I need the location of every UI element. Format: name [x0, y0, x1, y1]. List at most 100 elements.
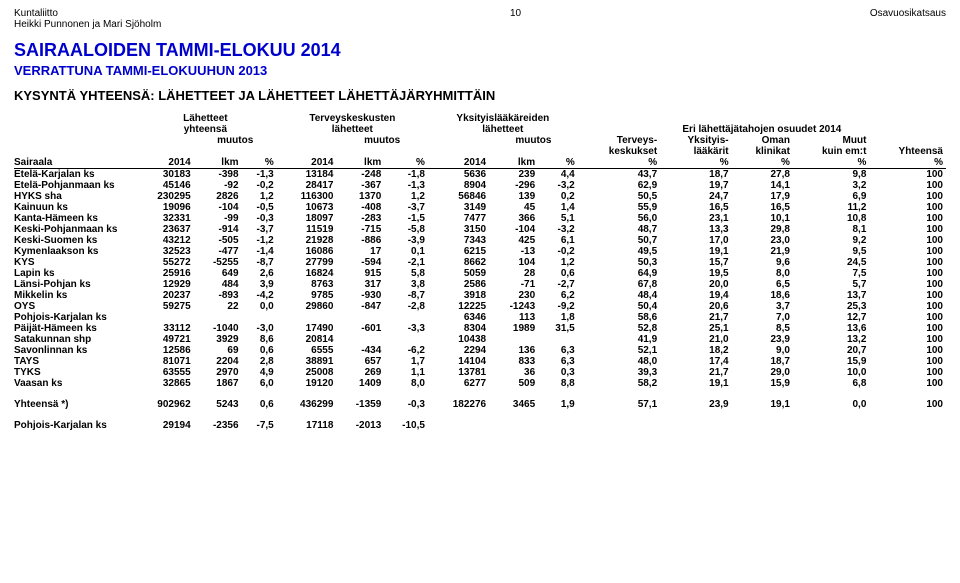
authors: Heikki Punnonen ja Mari Sjöholm [14, 19, 161, 30]
cell: 63555 [134, 367, 194, 378]
cell: -893 [194, 290, 242, 301]
cell: -248 [336, 169, 384, 181]
h-pct-f: % [732, 157, 793, 169]
cell: 57,1 [578, 399, 660, 410]
cell: 27799 [277, 257, 337, 268]
cell: 29,0 [732, 367, 793, 378]
cell: 9,8 [793, 169, 869, 181]
h-laakarit: lääkärit [660, 146, 731, 157]
cell: 5059 [428, 268, 489, 279]
cell: 100 [869, 246, 946, 257]
cell: -2013 [336, 420, 384, 431]
table-row: HYKS sha23029528261,211630013701,2568461… [14, 191, 946, 202]
cell: 509 [489, 378, 538, 389]
row-name: Keski-Pohjanmaan ks [14, 224, 134, 235]
row-name: Pohjois-Karjalan ks [14, 312, 134, 323]
cell: -104 [489, 224, 538, 235]
row-name: KYS [14, 257, 134, 268]
cell: 6,2 [538, 290, 578, 301]
cell: 3,8 [384, 279, 428, 290]
cell: 19,4 [660, 290, 731, 301]
cell: -3,9 [384, 235, 428, 246]
h-2014-a: 2014 [134, 157, 194, 169]
cell: -477 [194, 246, 242, 257]
row-name: Savonlinnan ks [14, 345, 134, 356]
cell: 19096 [134, 202, 194, 213]
row-name: Keski-Suomen ks [14, 235, 134, 246]
cell: 23637 [134, 224, 194, 235]
row-name: Pohjois-Karjalan ks [14, 420, 134, 431]
cell: 100 [869, 378, 946, 389]
table-row: Satakunnan shp4972139298,6208141043841,9… [14, 334, 946, 345]
h-pct-c: % [538, 157, 578, 169]
cell: -1,8 [384, 169, 428, 181]
cell: 45146 [134, 180, 194, 191]
cell: -3,7 [242, 224, 277, 235]
cell: -4,2 [242, 290, 277, 301]
cell: 55,9 [578, 202, 660, 213]
cell: -3,2 [538, 180, 578, 191]
cell: 12225 [428, 301, 489, 312]
cell: -408 [336, 202, 384, 213]
muutos-2: muutos [336, 135, 428, 146]
cell: 657 [336, 356, 384, 367]
row-name: HYKS sha [14, 191, 134, 202]
cell: 0,6 [242, 345, 277, 356]
cell: 17490 [277, 323, 337, 334]
cell: 13781 [428, 367, 489, 378]
cell: 100 [869, 312, 946, 323]
cell: 52,8 [578, 323, 660, 334]
table-row: Pohjois-Karjalan ks63461131,858,621,77,0… [14, 312, 946, 323]
cell: -3,7 [384, 202, 428, 213]
table-row: Kainuun ks19096-104-0,510673-408-3,73149… [14, 202, 946, 213]
col-group-tk: Terveyskeskustenlähetteet [277, 113, 428, 135]
cell: 4,9 [242, 367, 277, 378]
cell: 3465 [489, 399, 538, 410]
cell: 317 [336, 279, 384, 290]
cell: 23,9 [660, 399, 731, 410]
cell: 25,3 [793, 301, 869, 312]
h-keskukset: keskukset [578, 146, 660, 157]
h-kuinemt: kuin em:t [793, 146, 869, 157]
cell: 3,9 [242, 279, 277, 290]
cell: -1359 [336, 399, 384, 410]
h-yhteensa: Yhteensä [869, 146, 946, 157]
cell: -5,8 [384, 224, 428, 235]
cell: 833 [489, 356, 538, 367]
cell: -2356 [194, 420, 242, 431]
cell: -2,7 [538, 279, 578, 290]
cell: 8904 [428, 180, 489, 191]
cell: -434 [336, 345, 384, 356]
cell: 100 [869, 169, 946, 181]
cell: -367 [336, 180, 384, 191]
cell: 10673 [277, 202, 337, 213]
cell: -1,2 [242, 235, 277, 246]
cell: 7343 [428, 235, 489, 246]
cell: 2826 [194, 191, 242, 202]
row-name: Päijät-Hämeen ks [14, 323, 134, 334]
cell: 3149 [428, 202, 489, 213]
cell: 10,0 [793, 367, 869, 378]
cell: 13,7 [793, 290, 869, 301]
cell: 32523 [134, 246, 194, 257]
cell: 3929 [194, 334, 242, 345]
cell: 0,2 [538, 191, 578, 202]
cell: 15,7 [660, 257, 731, 268]
col-group-yksityis: Yksityislääkäreidenlähetteet [428, 113, 578, 135]
cell: 20,6 [660, 301, 731, 312]
cell: 19,1 [660, 246, 731, 257]
cell [277, 312, 337, 323]
cell [428, 420, 489, 431]
h-sairaala: Sairaala [14, 157, 134, 169]
cell: 2970 [194, 367, 242, 378]
cell: -9,2 [538, 301, 578, 312]
cell: 100 [869, 345, 946, 356]
cell: -594 [336, 257, 384, 268]
cell: 62,9 [578, 180, 660, 191]
cell: 52,1 [578, 345, 660, 356]
cell [384, 334, 428, 345]
cell: 366 [489, 213, 538, 224]
cell: 9,6 [732, 257, 793, 268]
cell: 2204 [194, 356, 242, 367]
cell: 21,9 [732, 246, 793, 257]
